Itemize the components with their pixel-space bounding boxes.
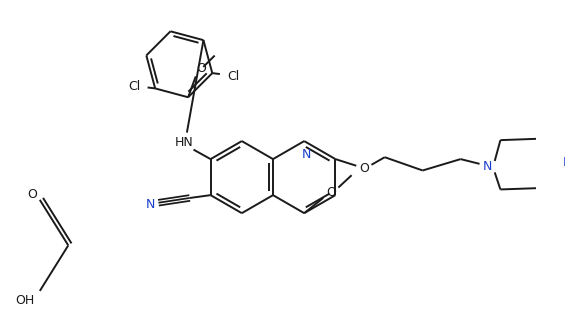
Text: O: O (359, 162, 369, 175)
Text: N: N (483, 160, 492, 173)
Text: N: N (301, 148, 311, 161)
Text: O: O (27, 188, 37, 201)
Text: HN: HN (175, 136, 193, 148)
Text: OH: OH (15, 294, 34, 307)
Text: O: O (197, 62, 206, 75)
Text: N: N (563, 156, 565, 169)
Text: N: N (146, 198, 155, 211)
Text: O: O (326, 186, 336, 199)
Text: Cl: Cl (128, 80, 141, 93)
Text: Cl: Cl (227, 71, 239, 83)
